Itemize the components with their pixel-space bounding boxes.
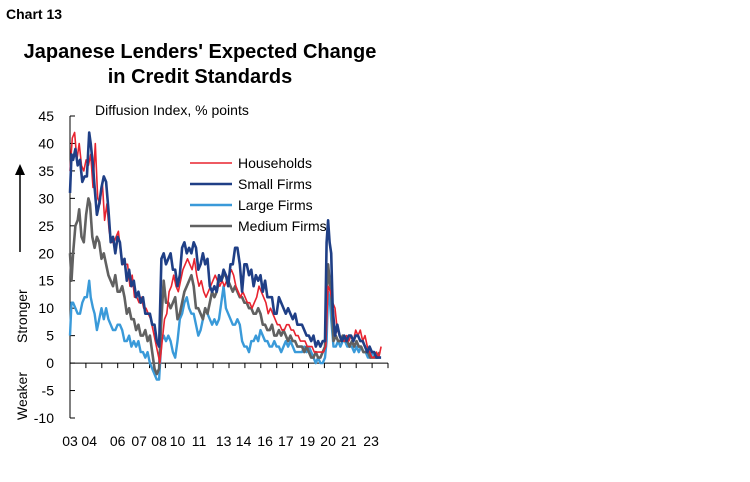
x-tick-label: 06 bbox=[110, 433, 126, 449]
x-tick-label: 04 bbox=[81, 433, 97, 449]
chart-title-line-1: Japanese Lenders' Expected Change bbox=[23, 41, 377, 63]
x-tick-label: 03 bbox=[62, 433, 78, 449]
x-tick-label: 23 bbox=[363, 433, 379, 449]
y-tick-label: -5 bbox=[42, 383, 55, 399]
legend-label-households: Households bbox=[238, 155, 312, 171]
x-tick-label: 10 bbox=[170, 433, 186, 449]
series-lines bbox=[68, 131, 382, 381]
chart-number: Chart 13 bbox=[6, 6, 63, 22]
y-tick-label: -10 bbox=[34, 410, 54, 426]
chart-title-line-2: in Credit Standards bbox=[107, 66, 293, 88]
weaker-label: Weaker bbox=[14, 372, 30, 420]
y-tick-label: 5 bbox=[46, 328, 54, 344]
legend-label-medium-firms: Medium Firms bbox=[238, 218, 327, 234]
x-tick-label: 17 bbox=[278, 433, 294, 449]
stronger-label: Stronger bbox=[14, 289, 30, 343]
y-tick-label: 20 bbox=[38, 245, 54, 261]
series-line-small-firms bbox=[68, 131, 382, 359]
x-axis: 03 04 06 07 08 10 11 13 14 16 17 19 20 21 23 bbox=[62, 362, 389, 449]
direction-labels: Stronger Weaker bbox=[14, 164, 30, 420]
stronger-arrow-head bbox=[15, 164, 25, 175]
legend-label-small-firms: Small Firms bbox=[238, 176, 312, 192]
x-tick-label: 14 bbox=[236, 433, 252, 449]
legend: Households Small Firms Large Firms Medium F… bbox=[190, 155, 327, 234]
legend-label-large-firms: Large Firms bbox=[238, 197, 313, 213]
chart-title: Japanese Lenders' Expected Change in Cre… bbox=[10, 40, 390, 90]
x-tick-label: 08 bbox=[151, 433, 167, 449]
x-tick-label: 21 bbox=[341, 433, 357, 449]
y-tick-label: 30 bbox=[38, 190, 54, 206]
y-axis-unit-label: Diffusion Index, % points bbox=[95, 102, 249, 118]
y-tick-label: 35 bbox=[38, 163, 54, 179]
x-tick-label: 19 bbox=[300, 433, 316, 449]
y-tick-label: 15 bbox=[38, 273, 54, 289]
x-tick-label: 20 bbox=[320, 433, 336, 449]
y-tick-label: 0 bbox=[46, 355, 54, 371]
x-tick-label: 07 bbox=[131, 433, 147, 449]
x-tick-label: 13 bbox=[216, 433, 232, 449]
y-tick-label: 45 bbox=[38, 108, 54, 124]
y-tick-label: 10 bbox=[38, 300, 54, 316]
y-axis: 45 40 35 30 25 20 15 10 5 0 -5 -10 bbox=[34, 108, 75, 426]
x-tick-label: 16 bbox=[257, 433, 273, 449]
x-tick-label: 11 bbox=[192, 433, 207, 449]
y-tick-label: 25 bbox=[38, 218, 54, 234]
y-tick-label: 40 bbox=[38, 135, 54, 151]
